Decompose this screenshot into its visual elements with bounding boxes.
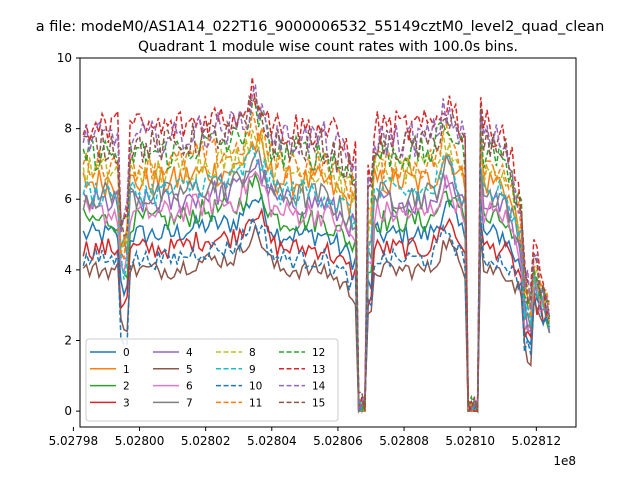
series-line-3 [82,207,550,414]
legend-label-5: 5 [186,364,193,376]
x-tick-label: 5.02798 [49,434,99,448]
y-tick-label: 0 [64,404,72,418]
series-line-13 [82,77,551,412]
legend-label-7: 7 [186,397,193,409]
figure-suptitle: a file: modeM0/AS1A14_022T16_9000006532_… [36,19,605,35]
legend-frame [85,338,339,422]
axes-frame [79,57,577,428]
series-line-7 [82,145,551,413]
legend-label-14: 14 [312,381,326,393]
legend-label-15: 15 [312,397,325,409]
series-line-11 [82,111,551,412]
legend-label-13: 13 [312,364,325,376]
x-axis: 5.02798 5.02800 5.02802 5.02804 5.02806 5.028… [49,427,562,448]
x-tick-label: 5.02800 [115,434,165,448]
legend-label-4: 4 [186,347,193,359]
plot-area: 5.02798 5.02800 5.02802 5.02804 5.02806 5.028… [49,51,577,468]
y-tick-label: 10 [57,51,72,65]
legend-label-10: 10 [249,381,262,393]
legend-label-12: 12 [312,347,325,359]
y-axis: 0 2 4 6 8 10 [57,51,80,418]
x-tick-label: 5.02804 [247,434,297,448]
x-tick-label: 5.02802 [181,434,231,448]
legend-label-6: 6 [186,381,193,393]
x-tick-label: 5.02812 [512,434,562,448]
x-tick-label: 5.02808 [379,434,429,448]
legend-label-3: 3 [123,397,130,409]
y-tick-label: 8 [64,122,72,136]
series-line-9 [82,144,551,414]
x-tick-label: 5.02810 [445,434,495,448]
legend-label-8: 8 [249,347,256,359]
x-offset-label: 1e8 [553,454,576,468]
x-tick-label: 5.02806 [313,434,363,448]
y-tick-label: 6 [64,192,72,206]
series-line-15 [83,94,550,413]
legend-label-9: 9 [249,364,256,376]
series-line-12 [82,102,551,414]
legend-label-0: 0 [123,347,130,359]
legend-label-11: 11 [249,397,262,409]
legend-label-1: 1 [123,364,130,376]
series-layer [82,77,551,414]
legend-label-2: 2 [123,381,130,393]
y-tick-label: 2 [64,333,72,347]
chart-title: Quadrant 1 module wise count rates with … [138,39,518,55]
y-tick-label: 4 [64,263,72,277]
